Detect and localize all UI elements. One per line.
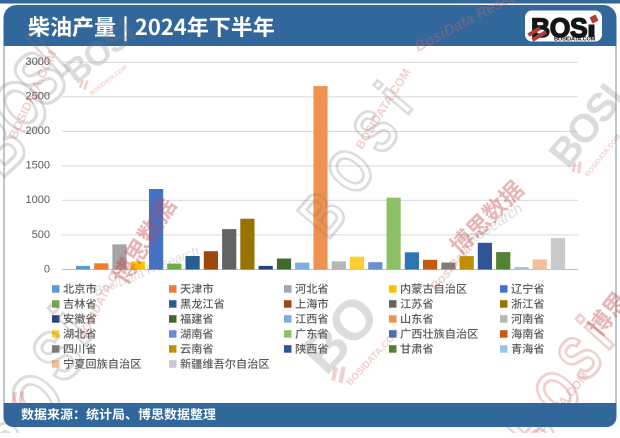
- svg-text:3000: 3000: [26, 56, 50, 68]
- svg-text:BOS: BOS: [531, 13, 587, 43]
- svg-text:2000: 2000: [26, 125, 50, 137]
- svg-text:1000: 1000: [26, 194, 50, 206]
- svg-text:2500: 2500: [26, 91, 50, 103]
- svg-text:0: 0: [44, 263, 50, 275]
- svg-text:500: 500: [32, 229, 50, 241]
- svg-text:BOSIDATA.COM: BOSIDATA.COM: [554, 37, 596, 43]
- svg-text:1500: 1500: [26, 160, 50, 172]
